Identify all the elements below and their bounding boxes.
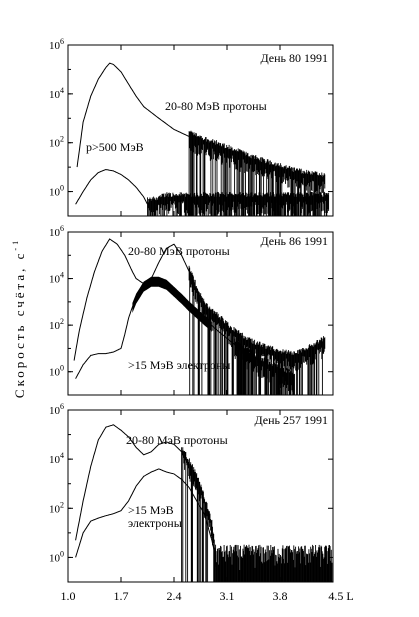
x-tick-label: 1.7: [114, 589, 129, 603]
y-tick-label: 102: [49, 317, 64, 332]
series-line-0: [76, 62, 190, 168]
y-tick-label: 106: [49, 224, 64, 239]
series-label-1: >15 МэВ электроны: [128, 503, 182, 530]
x-tick-label: 3.8: [273, 589, 288, 603]
panel-day-80: 100 102 104 106 20-80 МэВ протоны p>500 МэВ Де…: [49, 37, 334, 217]
y-axis-label-text: Скорость счёта, с: [12, 251, 27, 398]
series-line-1: [75, 168, 148, 205]
day-annotation: День 86 1991: [260, 234, 328, 248]
panel-day-86: 100 102 104 106 20-80 МэВ протоны >15 МэВ эле…: [49, 224, 334, 396]
y-tick-label: 106: [49, 37, 64, 52]
day-annotation: День 80 1991: [260, 51, 328, 65]
day-annotation: День 257 1991: [254, 413, 328, 427]
y-tick-label: 104: [49, 86, 64, 101]
y-tick-label: 100: [49, 364, 64, 379]
y-tick-label: 100: [49, 184, 64, 199]
x-tick-label: 3.1: [220, 589, 235, 603]
panel-day-257: 100 102 104 106 1.0 1.7 2.4 3.1 3.8 4.5 L 20-80 Мэ…: [49, 402, 354, 603]
series-band-1: [132, 276, 212, 332]
series-label-0: 20-80 МэВ протоны: [165, 99, 267, 113]
y-tick-label: 102: [49, 135, 64, 150]
x-tick-label: 1.0: [61, 589, 76, 603]
series-label-0: 20-80 МэВ протоны: [126, 433, 228, 447]
y-axis-label-unit-exponent: -1: [11, 238, 20, 251]
x-tick-label: 4.5 L: [328, 589, 353, 603]
series-line-0: [73, 238, 190, 361]
series-label-0: 20-80 МэВ протоны: [128, 244, 230, 258]
y-tick-label: 104: [49, 271, 64, 286]
y-tick-label: 104: [49, 451, 64, 466]
y-tick-label: 100: [49, 549, 64, 564]
y-tick-label: 106: [49, 402, 64, 417]
series-line-1: [75, 468, 217, 558]
series-label-1: >15 МэВ электроны: [128, 358, 230, 372]
y-axis-label: Скорость счёта, с-1: [11, 238, 27, 398]
series-label-1: p>500 МэВ: [86, 140, 144, 154]
plot-frame: [67, 231, 334, 396]
series-line-0: [75, 424, 182, 541]
y-tick-label: 102: [49, 500, 64, 515]
x-tick-label: 2.4: [167, 589, 182, 603]
